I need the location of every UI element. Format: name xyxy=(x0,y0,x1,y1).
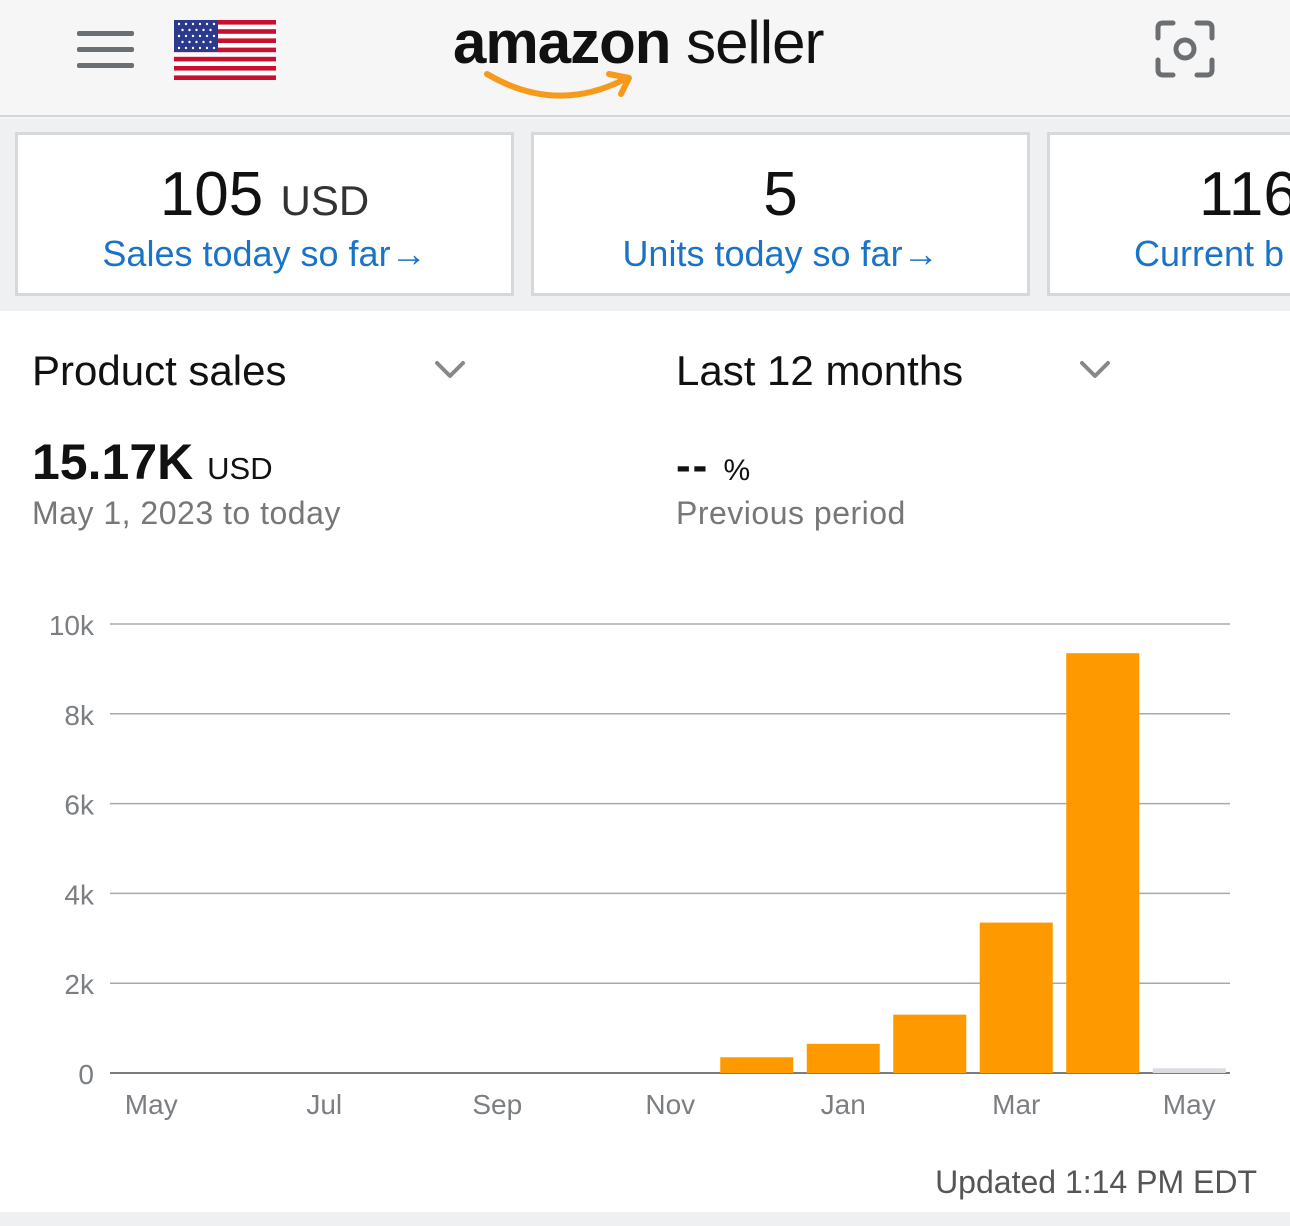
metric-cards: 105 USD Sales today so far→ 5 Units toda… xyxy=(0,119,1290,311)
logo-amazon-text: amazon xyxy=(453,9,671,76)
amazon-smile-icon xyxy=(484,71,632,99)
amazon-seller-logo: amazon seller xyxy=(453,6,843,99)
bar xyxy=(1066,653,1140,1073)
sales-today-unit: USD xyxy=(280,177,370,224)
arrow-right-icon: → xyxy=(902,233,939,274)
current-balance-card[interactable]: 116 Current b xyxy=(1047,132,1290,296)
us-flag-icon[interactable] xyxy=(174,20,276,80)
period-change-unit: % xyxy=(723,454,751,487)
sales-today-label[interactable]: Sales today so far xyxy=(102,233,391,274)
bar xyxy=(1152,1068,1226,1073)
logo-seller-text: seller xyxy=(686,9,824,76)
app-header: amazon seller xyxy=(0,0,1290,117)
y-tick-label: 6k xyxy=(64,790,95,821)
units-today-card[interactable]: 5 Units today so far→ xyxy=(531,132,1030,296)
camera-scan-icon[interactable] xyxy=(1155,20,1215,78)
sales-today-value: 105 xyxy=(159,160,264,229)
bar xyxy=(979,922,1053,1073)
y-tick-label: 0 xyxy=(78,1059,94,1090)
date-range: May 1, 2023 to today xyxy=(32,495,341,531)
y-tick-label: 8k xyxy=(64,700,95,731)
x-tick-label: Nov xyxy=(645,1089,695,1120)
x-tick-label: Jul xyxy=(306,1089,342,1120)
units-today-label[interactable]: Units today so far xyxy=(622,233,903,274)
y-tick-label: 4k xyxy=(64,879,95,910)
metric-dropdown[interactable]: Product sales xyxy=(32,347,287,394)
bar xyxy=(806,1043,880,1073)
arrow-right-icon: → xyxy=(390,233,427,274)
current-balance-value: 116 xyxy=(1199,160,1290,229)
x-tick-label: Sep xyxy=(472,1089,522,1120)
updated-timestamp: Updated 1:14 PM EDT xyxy=(935,1164,1257,1200)
previous-period-label: Previous period xyxy=(676,495,906,531)
x-tick-label: May xyxy=(125,1089,178,1120)
x-tick-label: Jan xyxy=(821,1089,866,1120)
menu-icon[interactable] xyxy=(77,31,134,69)
period-change: -- % xyxy=(676,441,750,491)
bar xyxy=(720,1057,794,1073)
units-today-value: 5 xyxy=(763,160,798,229)
sales-bar-chart: 0 2k 4k 6k 8k 10k May Jul Sep Nov Jan Mar May xyxy=(49,610,1230,1120)
sales-today-card[interactable]: 105 USD Sales today so far→ xyxy=(15,132,514,296)
total-sales-value: 15.17K xyxy=(32,434,194,490)
total-sales: 15.17K USD xyxy=(32,433,273,491)
chevron-down-icon[interactable] xyxy=(1079,360,1111,380)
sales-panel: Product sales Last 12 months 15.17K USD … xyxy=(0,311,1290,1212)
y-tick-label: 10k xyxy=(49,610,95,641)
chevron-down-icon[interactable] xyxy=(434,360,466,380)
x-tick-label: May xyxy=(1163,1089,1216,1120)
y-tick-label: 2k xyxy=(64,969,95,1000)
current-balance-label[interactable]: Current b xyxy=(1134,233,1285,274)
period-change-value: -- xyxy=(676,441,710,490)
x-tick-label: Mar xyxy=(992,1089,1040,1120)
period-dropdown[interactable]: Last 12 months xyxy=(676,347,964,394)
bar xyxy=(893,1014,967,1073)
bottom-divider xyxy=(0,1212,1290,1226)
total-sales-unit: USD xyxy=(207,451,273,486)
